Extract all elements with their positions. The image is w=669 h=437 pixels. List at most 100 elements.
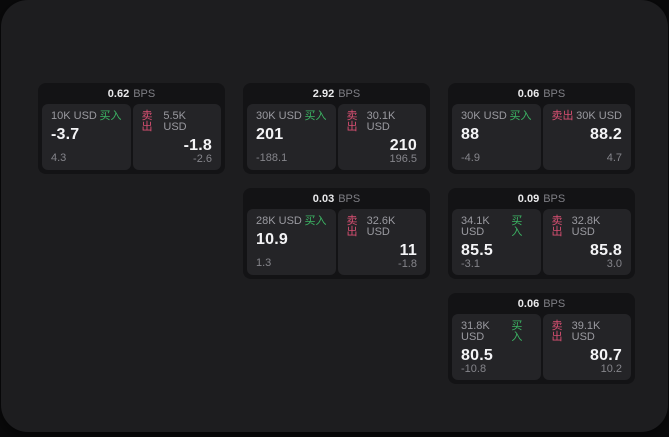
sell-panel[interactable]: 卖出 32.8K USD 85.8 3.0 bbox=[542, 209, 631, 275]
buy-change: -4.9 bbox=[461, 152, 480, 164]
sell-panel[interactable]: 卖出 30K USD 88.2 4.7 bbox=[542, 104, 631, 170]
buy-tag: 买入 bbox=[304, 110, 327, 122]
bps-value: 2.92 bbox=[312, 87, 335, 100]
quote-card: 0.06 BPS 30K USD 买入 88 -4.9 卖出 30K USD 8… bbox=[448, 83, 635, 174]
bps-header: 0.06 BPS bbox=[452, 83, 631, 104]
buy-panel[interactable]: 30K USD 买入 201 -188.1 bbox=[247, 104, 336, 170]
bps-unit: BPS bbox=[543, 297, 566, 310]
buy-change: -10.8 bbox=[461, 363, 487, 375]
cards-grid: 0.62 BPS 10K USD 买入 -3.7 4.3 卖出 5.5K USD… bbox=[38, 83, 635, 384]
sell-top-row: 卖出 39.1K USD bbox=[552, 321, 623, 343]
column-3: 0.06 BPS 30K USD 买入 88 -4.9 卖出 30K USD 8… bbox=[448, 83, 635, 384]
sell-panel[interactable]: 卖出 5.5K USD -1.8 -2.6 bbox=[132, 104, 221, 170]
quote-panels: 34.1K USD 买入 85.5 -3.1 卖出 32.8K USD 85.8… bbox=[452, 209, 631, 275]
buy-amount: 30K USD bbox=[256, 110, 302, 122]
sell-price: -1.8 bbox=[183, 137, 212, 154]
sell-tag: 卖出 bbox=[551, 320, 563, 343]
sell-tag: 卖出 bbox=[141, 110, 153, 133]
buy-change: 4.3 bbox=[51, 152, 67, 164]
sell-change: 196.5 bbox=[389, 153, 417, 165]
buy-panel[interactable]: 28K USD 买入 10.9 1.3 bbox=[247, 209, 336, 275]
bps-value: 0.06 bbox=[517, 297, 540, 310]
column-2: 2.92 BPS 30K USD 买入 201 -188.1 卖出 30.1K … bbox=[243, 83, 430, 384]
buy-tag: 买入 bbox=[511, 215, 523, 238]
buy-change: -3.1 bbox=[461, 258, 480, 270]
buy-amount: 31.8K USD bbox=[461, 320, 490, 343]
buy-price: 10.9 bbox=[256, 231, 288, 248]
buy-panel[interactable]: 34.1K USD 买入 85.5 -3.1 bbox=[452, 209, 541, 275]
quote-card: 2.92 BPS 30K USD 买入 201 -188.1 卖出 30.1K … bbox=[243, 83, 430, 174]
bps-value: 0.09 bbox=[517, 192, 540, 205]
sell-amount: 39.1K USD bbox=[571, 320, 601, 343]
sell-amount: 32.6K USD bbox=[366, 215, 396, 238]
buy-amount: 34.1K USD bbox=[461, 215, 490, 238]
sell-top-row: 卖出 30.1K USD bbox=[347, 111, 418, 133]
buy-tag: 买入 bbox=[304, 215, 327, 227]
sell-panel[interactable]: 卖出 32.6K USD 11 -1.8 bbox=[337, 209, 426, 275]
sell-tag: 卖出 bbox=[551, 215, 563, 238]
buy-tag: 买入 bbox=[99, 110, 122, 122]
sell-panel[interactable]: 卖出 39.1K USD 80.7 10.2 bbox=[542, 314, 631, 380]
bps-value: 0.03 bbox=[312, 192, 335, 205]
buy-amount: 10K USD bbox=[51, 110, 97, 122]
bps-header: 0.06 BPS bbox=[452, 293, 631, 314]
buy-amount: 28K USD bbox=[256, 215, 302, 227]
buy-price: 88 bbox=[461, 126, 480, 143]
buy-top-row: 30K USD 买入 bbox=[461, 111, 532, 122]
sell-price: 11 bbox=[399, 242, 417, 259]
sell-price: 85.8 bbox=[590, 242, 622, 259]
buy-panel[interactable]: 10K USD 买入 -3.7 4.3 bbox=[42, 104, 131, 170]
buy-panel[interactable]: 30K USD 买入 88 -4.9 bbox=[452, 104, 541, 170]
buy-price: 85.5 bbox=[461, 242, 493, 259]
buy-price: 201 bbox=[256, 126, 284, 143]
bps-unit: BPS bbox=[133, 87, 156, 100]
quote-panels: 28K USD 买入 10.9 1.3 卖出 32.6K USD 11 -1.8 bbox=[247, 209, 426, 275]
sell-top-row: 卖出 5.5K USD bbox=[142, 111, 213, 133]
buy-top-row: 30K USD 买入 bbox=[256, 111, 327, 122]
bps-value: 0.62 bbox=[107, 87, 130, 100]
sell-change: 4.7 bbox=[606, 152, 622, 164]
sell-amount: 30K USD bbox=[576, 110, 622, 122]
sell-top-row: 卖出 32.8K USD bbox=[552, 216, 623, 238]
sell-tag: 卖出 bbox=[551, 110, 574, 122]
buy-amount: 30K USD bbox=[461, 110, 507, 122]
buy-tag: 买入 bbox=[509, 110, 532, 122]
sell-price: 88.2 bbox=[590, 126, 622, 143]
quote-panels: 30K USD 买入 88 -4.9 卖出 30K USD 88.2 4.7 bbox=[452, 104, 631, 170]
sell-amount: 30.1K USD bbox=[366, 110, 396, 133]
buy-top-row: 34.1K USD 买入 bbox=[461, 216, 532, 238]
sell-amount: 32.8K USD bbox=[571, 215, 601, 238]
buy-tag: 买入 bbox=[511, 320, 523, 343]
sell-tag: 卖出 bbox=[346, 215, 358, 238]
buy-price: -3.7 bbox=[51, 126, 80, 143]
quote-card: 0.62 BPS 10K USD 买入 -3.7 4.3 卖出 5.5K USD… bbox=[38, 83, 225, 174]
bps-header: 0.62 BPS bbox=[42, 83, 221, 104]
quote-panels: 30K USD 买入 201 -188.1 卖出 30.1K USD 210 1… bbox=[247, 104, 426, 170]
bps-unit: BPS bbox=[543, 192, 566, 205]
buy-top-row: 31.8K USD 买入 bbox=[461, 321, 532, 343]
buy-price: 80.5 bbox=[461, 347, 493, 364]
sell-change: 10.2 bbox=[600, 363, 622, 375]
quote-card: 0.06 BPS 31.8K USD 买入 80.5 -10.8 卖出 39.1… bbox=[448, 293, 635, 384]
sell-tag: 卖出 bbox=[346, 110, 358, 133]
bps-value: 0.06 bbox=[517, 87, 540, 100]
bps-header: 2.92 BPS bbox=[247, 83, 426, 104]
sell-top-row: 卖出 32.6K USD bbox=[347, 216, 418, 238]
sell-panel[interactable]: 卖出 30.1K USD 210 196.5 bbox=[337, 104, 426, 170]
buy-panel[interactable]: 31.8K USD 买入 80.5 -10.8 bbox=[452, 314, 541, 380]
sell-top-row: 卖出 30K USD bbox=[552, 111, 623, 122]
buy-change: -188.1 bbox=[256, 152, 288, 164]
quote-panels: 31.8K USD 买入 80.5 -10.8 卖出 39.1K USD 80.… bbox=[452, 314, 631, 380]
bps-header: 0.03 BPS bbox=[247, 188, 426, 209]
bps-unit: BPS bbox=[338, 192, 361, 205]
buy-change: 1.3 bbox=[256, 257, 272, 269]
buy-top-row: 10K USD 买入 bbox=[51, 111, 122, 122]
quote-panels: 10K USD 买入 -3.7 4.3 卖出 5.5K USD -1.8 -2.… bbox=[42, 104, 221, 170]
sell-change: 3.0 bbox=[606, 258, 622, 270]
sell-change: -1.8 bbox=[398, 258, 417, 270]
quote-card: 0.09 BPS 34.1K USD 买入 85.5 -3.1 卖出 32.8K… bbox=[448, 188, 635, 279]
column-1: 0.62 BPS 10K USD 买入 -3.7 4.3 卖出 5.5K USD… bbox=[38, 83, 225, 384]
buy-top-row: 28K USD 买入 bbox=[256, 216, 327, 227]
quote-card: 0.03 BPS 28K USD 买入 10.9 1.3 卖出 32.6K US… bbox=[243, 188, 430, 279]
